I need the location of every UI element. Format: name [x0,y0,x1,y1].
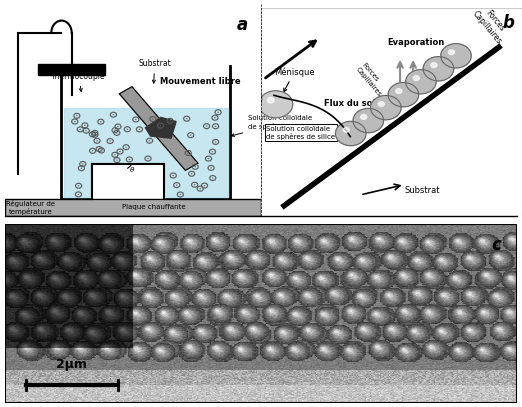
Circle shape [208,158,209,159]
Text: Substrat: Substrat [405,186,440,195]
Circle shape [92,133,93,135]
Circle shape [191,173,193,174]
Text: c: c [492,236,502,254]
Circle shape [96,140,98,141]
Circle shape [176,184,177,186]
Circle shape [195,166,196,167]
Circle shape [187,152,189,153]
Text: Flux du solvant: Flux du solvant [324,99,397,108]
Circle shape [413,76,419,81]
Circle shape [76,115,78,116]
Circle shape [139,129,140,130]
Text: Solution colloïdale
de sphères de silice: Solution colloïdale de sphères de silice [266,126,335,140]
Circle shape [119,151,121,152]
Circle shape [126,129,128,130]
Circle shape [448,50,455,55]
Text: b: b [502,14,514,33]
Circle shape [206,125,207,127]
Circle shape [210,167,212,168]
Text: $\theta$: $\theta$ [129,165,135,174]
Circle shape [84,125,86,126]
Polygon shape [64,108,228,197]
Circle shape [98,149,100,150]
Circle shape [194,184,195,185]
Circle shape [109,140,111,142]
Circle shape [228,85,262,112]
Circle shape [259,91,293,118]
Circle shape [114,129,116,131]
Circle shape [212,177,213,179]
Circle shape [74,121,76,122]
Circle shape [128,159,130,160]
Text: Thermocouple: Thermocouple [51,72,106,92]
Circle shape [152,118,153,120]
Text: Régulateur de
température: Régulateur de température [6,200,55,215]
Circle shape [135,119,137,120]
Circle shape [423,57,454,81]
Text: a: a [237,16,248,35]
Circle shape [388,83,419,107]
Circle shape [378,102,384,106]
Circle shape [169,120,171,121]
Circle shape [92,150,93,151]
Circle shape [217,112,219,113]
Circle shape [215,126,216,127]
FancyBboxPatch shape [39,64,105,74]
Circle shape [361,114,367,119]
Circle shape [441,44,471,68]
Circle shape [236,92,243,97]
Circle shape [204,185,205,186]
Circle shape [79,129,81,130]
Circle shape [113,114,114,115]
Circle shape [149,140,150,141]
Circle shape [212,151,213,152]
Circle shape [371,96,401,120]
Circle shape [114,154,116,155]
Polygon shape [146,117,176,138]
Circle shape [172,175,174,176]
Text: Solution colloïdale
de sphères de silice: Solution colloïdale de sphères de silice [231,115,317,136]
Circle shape [94,132,96,133]
Circle shape [431,63,437,68]
Circle shape [336,121,366,146]
Text: Mouvement libre: Mouvement libre [160,77,241,85]
Circle shape [186,118,187,119]
Circle shape [195,88,202,94]
Circle shape [406,70,436,94]
Circle shape [78,194,79,195]
Text: Ménisque: Ménisque [274,67,315,92]
Circle shape [267,98,274,103]
Circle shape [80,168,82,169]
FancyBboxPatch shape [5,199,261,216]
Circle shape [199,188,201,189]
Circle shape [180,194,181,195]
Circle shape [215,141,217,142]
Circle shape [343,127,349,132]
Circle shape [82,163,84,164]
Circle shape [116,160,117,161]
Circle shape [117,126,118,127]
Circle shape [190,134,192,136]
Circle shape [116,132,117,133]
Text: Forces
Capillaires: Forces Capillaires [470,2,511,46]
Circle shape [214,117,216,118]
Circle shape [147,158,149,159]
Text: Evaporation: Evaporation [387,37,444,47]
Circle shape [187,82,221,109]
Circle shape [94,134,96,136]
Circle shape [100,121,102,123]
Circle shape [160,125,161,126]
Text: 2μm: 2μm [56,358,87,371]
Text: Forces
Capillaires: Forces Capillaires [355,61,388,98]
Circle shape [353,108,384,133]
Circle shape [101,150,102,151]
Text: Plaque chauffante: Plaque chauffante [122,204,185,210]
Circle shape [86,130,87,131]
Polygon shape [92,164,164,199]
Circle shape [396,89,402,94]
Text: Substrat: Substrat [138,59,171,83]
Circle shape [125,147,127,148]
Circle shape [78,185,79,186]
Polygon shape [120,87,198,171]
